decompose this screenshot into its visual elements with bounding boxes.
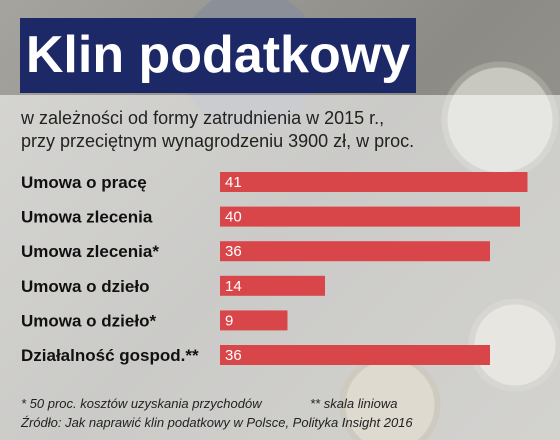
category-label: Umowa o dzieło xyxy=(21,277,149,296)
footnote-asterisk: * 50 proc. kosztów uzyskania przychodów xyxy=(21,396,262,411)
category-label: Umowa o pracę xyxy=(21,173,147,192)
data-label: 14 xyxy=(225,278,242,295)
data-label: 41 xyxy=(225,174,242,191)
source-note: Źródło: Jak naprawić klin podatkowy w Po… xyxy=(21,415,413,430)
bar xyxy=(220,241,490,262)
data-label: 9 xyxy=(225,312,233,329)
data-label: 36 xyxy=(225,243,242,260)
category-label: Umowa zlecenia xyxy=(21,208,153,227)
footnote-double-asterisk: ** skala liniowa xyxy=(310,396,398,411)
category-label: Działalność gospod.** xyxy=(21,346,199,365)
background-overlay xyxy=(0,95,560,440)
data-label: 40 xyxy=(225,209,242,226)
chart-title: Klin podatkowy xyxy=(25,26,411,84)
bar xyxy=(220,275,325,296)
title-banner: Klin podatkowy xyxy=(20,18,416,93)
bar xyxy=(220,345,490,365)
bar xyxy=(220,310,288,331)
bar xyxy=(220,206,520,227)
bar xyxy=(220,172,528,192)
category-label: Umowa zlecenia* xyxy=(21,242,159,261)
data-label: 36 xyxy=(225,347,242,364)
chart-subtitle-line-1: w zależności od formy zatrudnienia w 201… xyxy=(21,108,385,128)
chart-subtitle-line-2: przy przeciętnym wynagrodzeniu 3900 zł, … xyxy=(21,131,415,151)
category-label: Umowa o dzieło* xyxy=(21,311,156,330)
